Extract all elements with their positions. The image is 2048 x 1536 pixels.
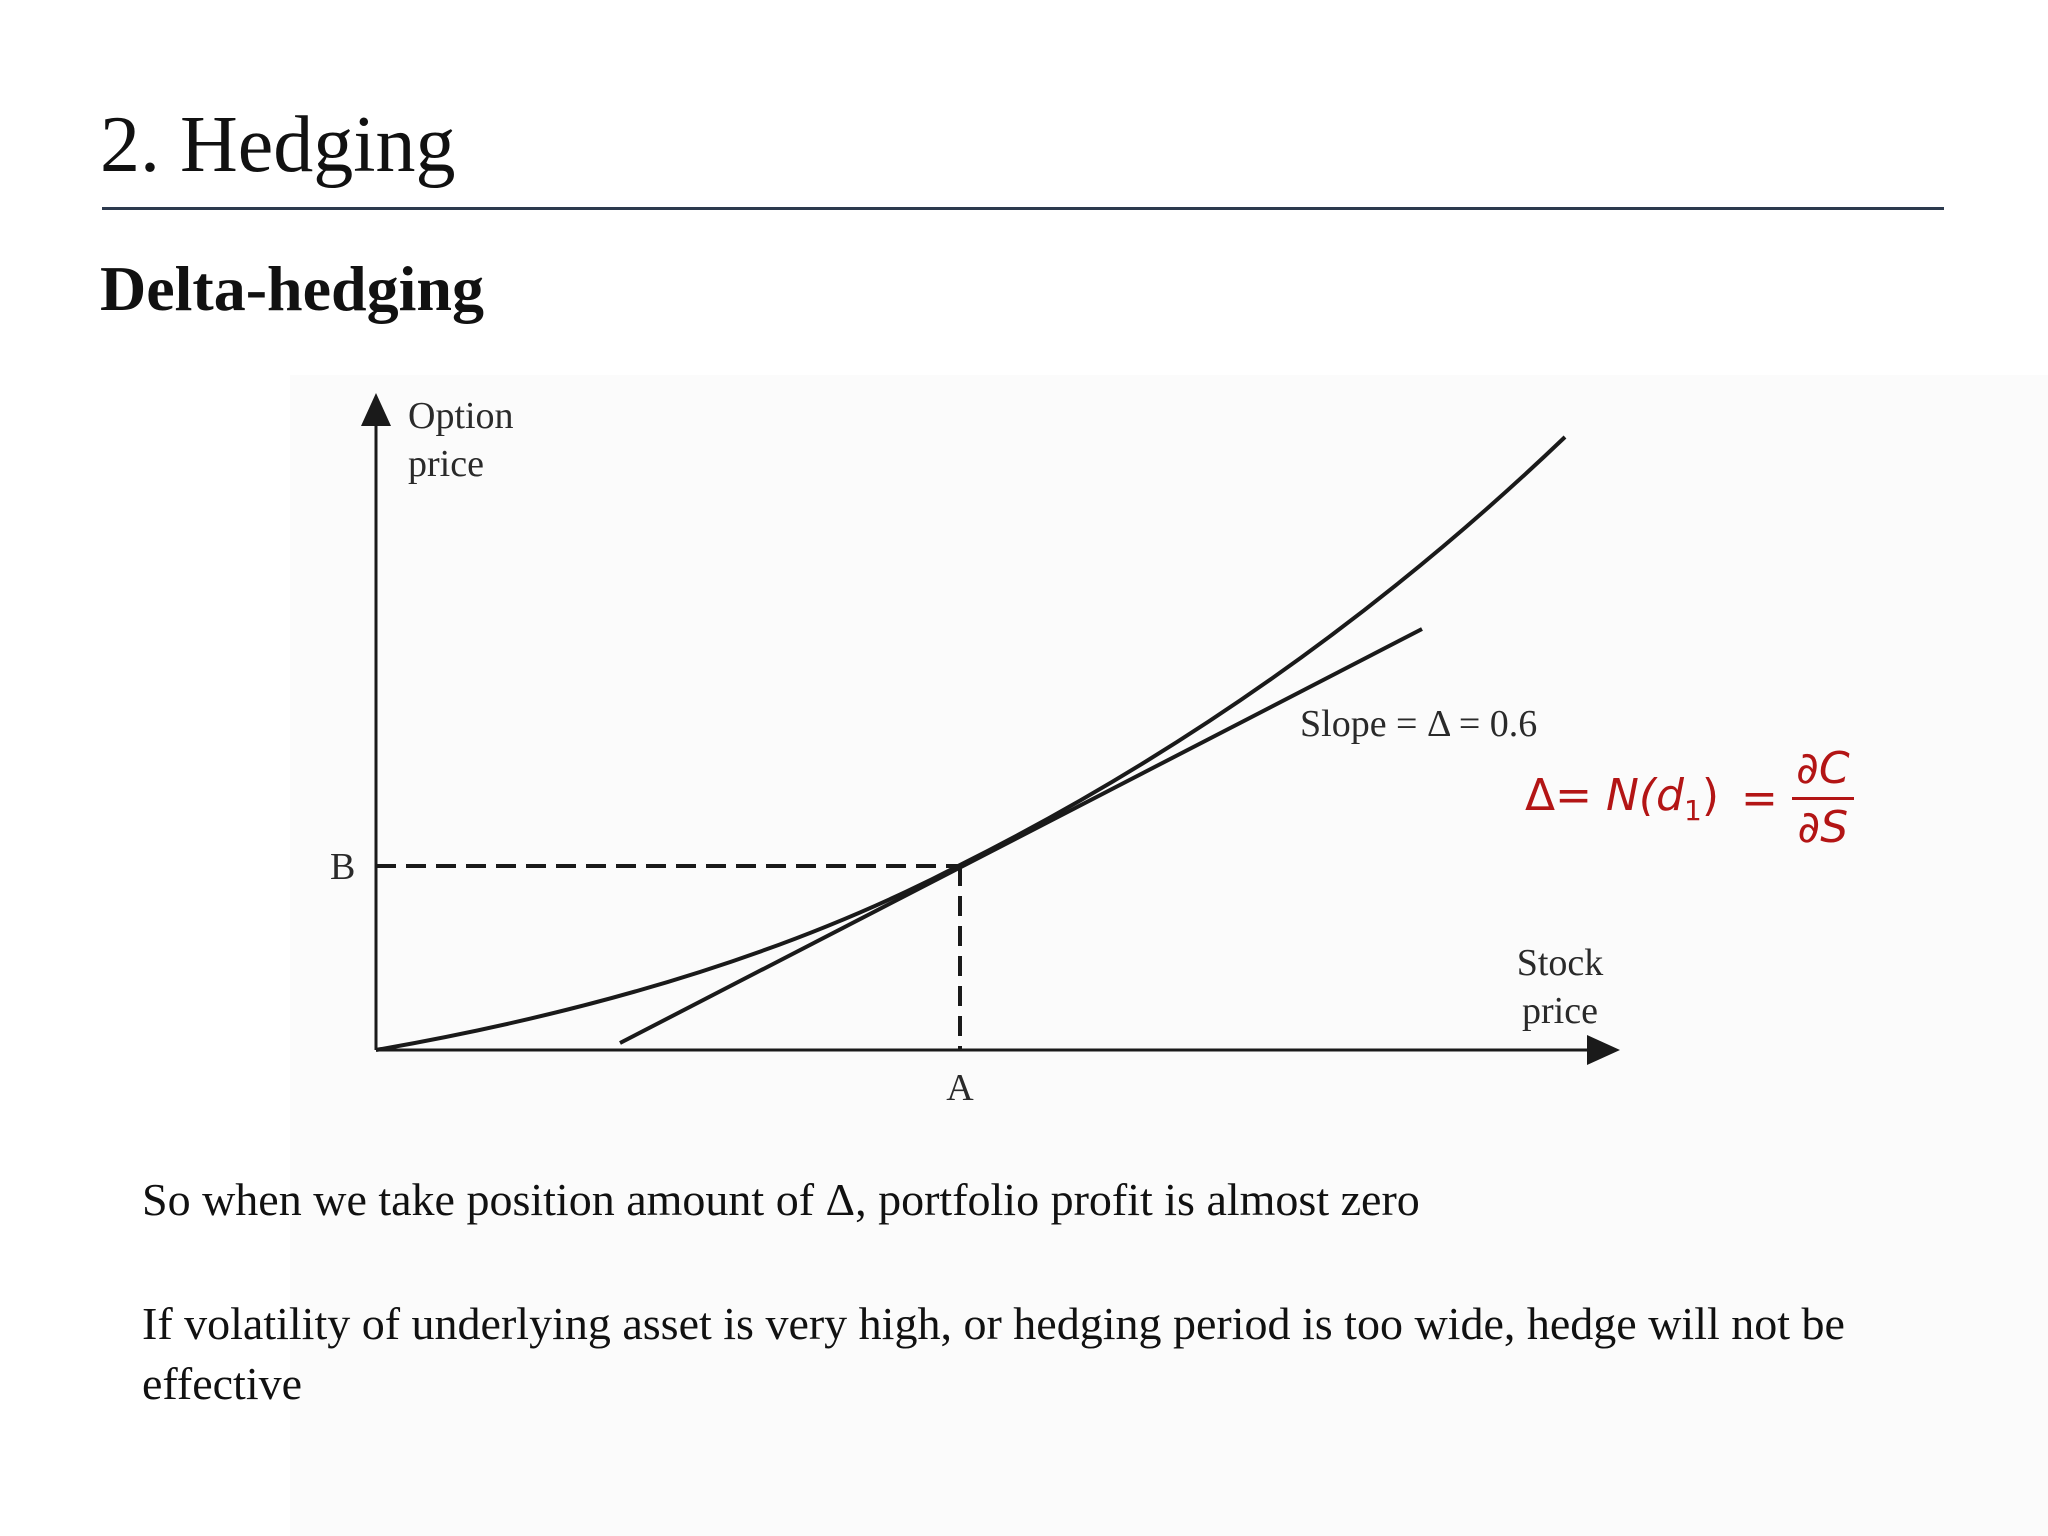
formula-lhs: Δ= N(d1) — [1525, 770, 1719, 828]
tangent-slope-label: Slope = Δ = 0.6 — [1300, 703, 1537, 745]
tangent-line — [619, 627, 1423, 1045]
x-axis-label-line1: Stock — [1517, 942, 1604, 984]
body-paragraph-1: So when we take position amount of Δ, po… — [142, 1174, 1420, 1225]
section-subtitle: Delta-hedging — [100, 253, 484, 324]
x-axis-label-line2: price — [1522, 990, 1598, 1032]
point-a-label: A — [946, 1067, 974, 1109]
body-paragraph-2: If volatility of underlying asset is ver… — [142, 1298, 1845, 1409]
formula-fraction: ∂C ∂S — [1791, 743, 1854, 854]
y-axis-label-line2: price — [408, 443, 484, 485]
slide-title: 2. Hedging — [100, 101, 456, 189]
formula-numerator: ∂C — [1796, 743, 1850, 794]
formula-equals: = — [1740, 773, 1778, 825]
formula-denominator: ∂S — [1797, 802, 1849, 854]
y-axis-label-line1: Option — [408, 395, 514, 437]
title-divider — [102, 207, 1944, 210]
figure-background — [290, 375, 2048, 1536]
point-b-label: B — [330, 846, 355, 888]
option-price-curve — [375, 435, 1567, 1052]
delta-formula: Δ= N(d1) = ∂C ∂S — [1525, 743, 1854, 854]
fraction-bar — [1791, 797, 1854, 801]
